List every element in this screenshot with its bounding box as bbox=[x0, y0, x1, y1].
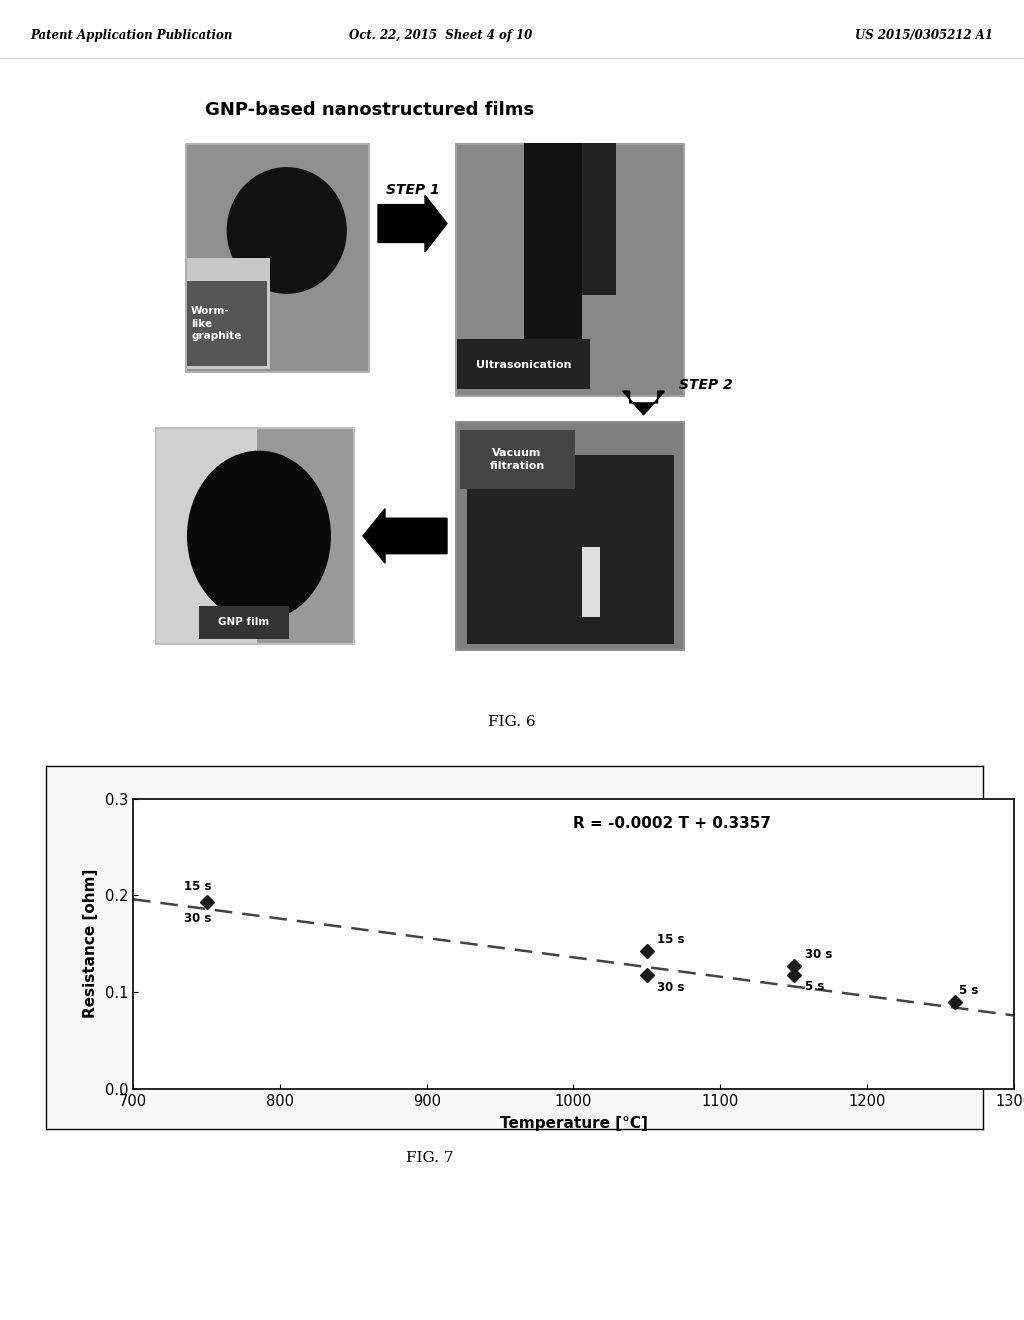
FancyArrow shape bbox=[378, 195, 447, 252]
X-axis label: Temperature [°C]: Temperature [°C] bbox=[500, 1115, 647, 1131]
Bar bbox=[467, 455, 674, 644]
Text: Patent Application Publication: Patent Application Publication bbox=[31, 29, 233, 42]
Bar bbox=[157, 429, 257, 643]
Bar bbox=[457, 422, 683, 649]
Text: 5 s: 5 s bbox=[959, 983, 979, 997]
Text: STEP 1: STEP 1 bbox=[386, 183, 439, 198]
Text: FIG. 7: FIG. 7 bbox=[407, 1151, 454, 1166]
Text: Worm-
like
graphite: Worm- like graphite bbox=[191, 306, 242, 341]
Text: Vacuum
filtration: Vacuum filtration bbox=[489, 449, 545, 471]
Text: 15 s: 15 s bbox=[184, 880, 212, 894]
Text: R = -0.0002 T + 0.3357: R = -0.0002 T + 0.3357 bbox=[573, 816, 771, 832]
Text: 30 s: 30 s bbox=[184, 912, 212, 925]
Ellipse shape bbox=[187, 450, 331, 622]
Text: GNP-based nanostructured films: GNP-based nanostructured films bbox=[205, 102, 535, 120]
Bar bbox=[582, 548, 599, 616]
Text: FIG. 6: FIG. 6 bbox=[488, 715, 536, 729]
Ellipse shape bbox=[226, 168, 347, 294]
FancyArrow shape bbox=[362, 508, 447, 564]
Bar bbox=[187, 145, 368, 371]
Bar bbox=[582, 143, 616, 296]
Bar bbox=[187, 259, 270, 368]
Text: US 2015/0305212 A1: US 2015/0305212 A1 bbox=[855, 29, 993, 42]
Bar bbox=[457, 145, 683, 395]
Text: Ultrasonication: Ultrasonication bbox=[476, 360, 571, 370]
Text: STEP 2: STEP 2 bbox=[679, 379, 732, 392]
Text: 15 s: 15 s bbox=[657, 933, 685, 945]
Bar bbox=[455, 143, 685, 397]
Text: Oct. 22, 2015  Sheet 4 of 10: Oct. 22, 2015 Sheet 4 of 10 bbox=[349, 29, 531, 42]
Bar bbox=[460, 430, 575, 490]
Text: 30 s: 30 s bbox=[805, 948, 833, 961]
Bar bbox=[455, 421, 685, 651]
Bar bbox=[187, 281, 267, 366]
Text: 5 s: 5 s bbox=[805, 979, 824, 993]
Y-axis label: Resistance [ohm]: Resistance [ohm] bbox=[83, 869, 98, 1019]
Bar bbox=[457, 338, 591, 389]
FancyArrow shape bbox=[623, 391, 665, 414]
Bar bbox=[199, 606, 289, 639]
Bar bbox=[157, 429, 353, 643]
Bar bbox=[185, 143, 370, 374]
Text: 30 s: 30 s bbox=[657, 981, 684, 994]
Text: GNP film: GNP film bbox=[218, 618, 269, 627]
Bar bbox=[524, 143, 582, 359]
Bar bbox=[155, 426, 355, 645]
